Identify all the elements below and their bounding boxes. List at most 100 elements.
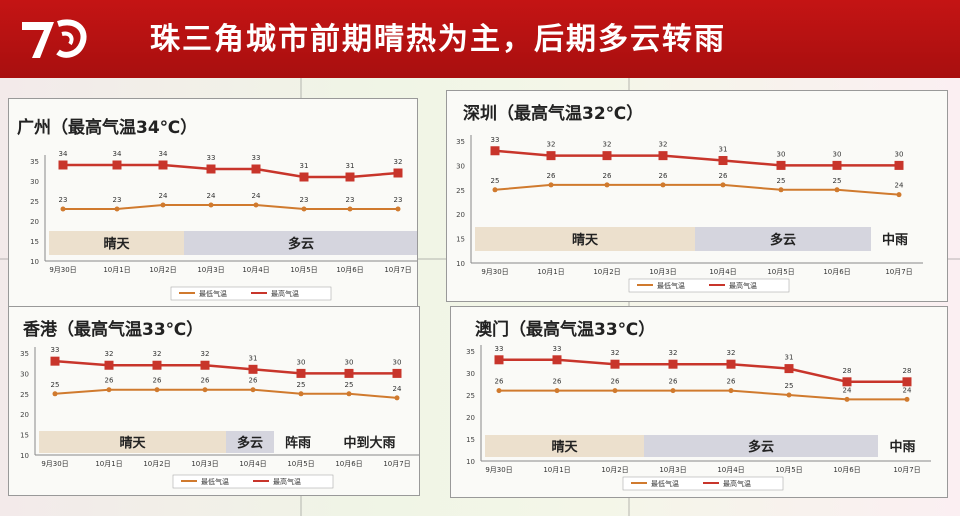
- chart-panel-guangzhou: 广州（最高气温34℃） 10 15 20 25 30 35 晴天 多云 9月30日 10月1日 10…: [8, 98, 422, 308]
- max-temp-point: [658, 151, 668, 161]
- min-temp-point: [154, 387, 160, 393]
- y-tick-label: 35: [20, 350, 29, 358]
- data-label: 24: [159, 192, 168, 200]
- data-label: 33: [495, 345, 504, 353]
- data-label: 30: [777, 150, 786, 158]
- data-label: 32: [201, 350, 210, 358]
- weather-band: [39, 431, 226, 453]
- weather-label: 中雨: [889, 439, 915, 455]
- data-label: 34: [159, 150, 168, 158]
- max-temp-point: [726, 359, 736, 369]
- data-label: 32: [611, 349, 620, 357]
- weather-label: 晴天: [119, 435, 146, 451]
- legend-min-label: 最低气温: [657, 281, 685, 290]
- y-tick-label: 30: [466, 370, 475, 378]
- max-temp-point: [776, 160, 786, 170]
- max-temp-line: [54, 359, 397, 375]
- data-label: 32: [105, 350, 114, 358]
- max-temp-point: [494, 355, 504, 365]
- min-temp-point: [253, 202, 259, 208]
- data-label: 25: [51, 381, 60, 389]
- x-tick-label: 10月5日: [775, 466, 802, 474]
- max-temp-line: [63, 163, 399, 179]
- max-temp-point: [112, 160, 122, 170]
- min-temp-point: [301, 206, 307, 212]
- x-tick-label: 9月30日: [41, 460, 68, 468]
- max-temp-point: [894, 160, 904, 170]
- x-tick-label: 10月7日: [383, 460, 410, 468]
- x-tick-label: 10月2日: [143, 460, 170, 468]
- weather-label: 多云: [237, 435, 263, 451]
- y-tick-label: 35: [466, 348, 475, 356]
- data-label: 23: [113, 196, 122, 204]
- data-label: 32: [603, 141, 612, 149]
- weather-label: 多云: [748, 439, 774, 455]
- min-temp-point: [612, 388, 618, 394]
- max-temp-line: [494, 149, 899, 167]
- max-temp-point: [602, 151, 612, 161]
- y-tick-label: 20: [466, 414, 475, 422]
- data-label: 25: [785, 382, 794, 390]
- x-tick-label: 10月7日: [885, 268, 912, 276]
- min-temp-point: [670, 388, 676, 394]
- chart-title: 深圳（最高气温32℃）: [463, 104, 644, 124]
- data-label: 23: [394, 196, 403, 204]
- max-temp-point: [206, 164, 216, 174]
- max-temp-point: [392, 368, 402, 378]
- line-chart: 10 15 20 25 30 35 晴天 多云 阵雨 中到大雨 9月30日 10月1日 10月2日 10月…: [20, 346, 421, 489]
- max-temp-point: [200, 360, 210, 370]
- min-temp-point: [60, 206, 66, 212]
- x-tick-label: 9月30日: [485, 466, 512, 474]
- max-temp-point: [902, 377, 912, 387]
- legend-min-label: 最低气温: [651, 479, 679, 488]
- min-temp-point: [347, 206, 353, 212]
- x-tick-label: 10月4日: [717, 466, 744, 474]
- weather-label: 阵雨: [285, 435, 311, 451]
- min-temp-point: [208, 202, 214, 208]
- y-tick-label: 10: [456, 260, 465, 268]
- y-tick-label: 15: [30, 238, 39, 246]
- data-label: 32: [659, 141, 668, 149]
- chart-panel-hongkong: 香港（最高气温33℃） 10 15 20 25 30 35 晴天 多云 阵雨 中到大雨 9月30日 1…: [8, 306, 421, 496]
- max-temp-point: [58, 160, 68, 170]
- y-tick-label: 25: [466, 392, 475, 400]
- min-temp-point: [844, 396, 850, 402]
- data-label: 24: [207, 192, 216, 200]
- data-label: 33: [207, 154, 216, 162]
- y-tick-label: 10: [30, 258, 39, 266]
- x-tick-label: 10月1日: [537, 268, 564, 276]
- data-label: 26: [611, 378, 620, 386]
- y-tick-label: 20: [30, 218, 39, 226]
- data-label: 25: [833, 177, 842, 185]
- max-temp-point: [299, 172, 309, 182]
- x-tick-label: 10月7日: [384, 266, 411, 274]
- x-tick-label: 10月2日: [593, 268, 620, 276]
- line-chart: 10 15 20 25 30 35 晴天 多云 中雨 9月30日 10月1日 10月2日 10月3日 10…: [456, 135, 923, 293]
- x-tick-label: 10月1日: [95, 460, 122, 468]
- max-temp-point: [546, 151, 556, 161]
- min-temp-point: [778, 187, 784, 193]
- x-tick-label: 10月2日: [601, 466, 628, 474]
- data-label: 33: [491, 136, 500, 144]
- weather-label: 晴天: [551, 439, 578, 455]
- data-label: 34: [59, 150, 68, 158]
- x-tick-label: 10月1日: [543, 466, 570, 474]
- tv-station-logo: [22, 19, 87, 58]
- data-label: 26: [603, 172, 612, 180]
- data-label: 26: [553, 378, 562, 386]
- min-temp-point: [114, 206, 120, 212]
- data-label: 31: [249, 354, 258, 362]
- data-label: 26: [153, 377, 162, 385]
- header-bar: 珠三角城市前期晴热为主，后期多云转雨: [0, 0, 960, 78]
- max-temp-point: [842, 377, 852, 387]
- data-label: 31: [346, 162, 355, 170]
- weather-label: 中雨: [882, 232, 908, 248]
- x-tick-label: 10月6日: [833, 466, 860, 474]
- data-label: 26: [105, 377, 114, 385]
- min-temp-point: [492, 187, 498, 193]
- min-temp-point: [660, 182, 666, 188]
- y-tick-label: 10: [20, 452, 29, 460]
- x-tick-label: 10月5日: [767, 268, 794, 276]
- x-tick-label: 10月1日: [103, 266, 130, 274]
- weather-label: 多云: [770, 232, 796, 248]
